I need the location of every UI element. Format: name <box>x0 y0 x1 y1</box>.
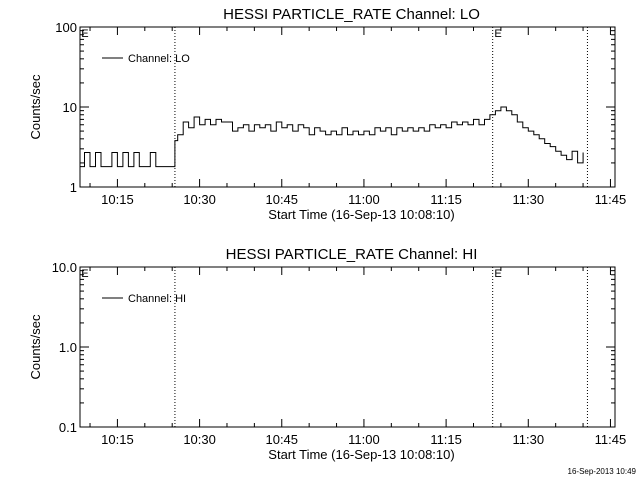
chart-title: HESSI PARTICLE_RATE Channel: HI <box>226 246 478 263</box>
x-axis-label: Start Time (16-Sep-13 10:08:10) <box>268 207 454 222</box>
y-axis-label: Counts/sec <box>28 74 43 140</box>
y-axis-label: Counts/sec <box>28 314 43 380</box>
x-tick-label: 11:15 <box>430 192 462 207</box>
panel-hi: HESSI PARTICLE_RATE Channel: HI 0.1 1.0 10.… <box>28 246 626 462</box>
x-tick-label: 11:45 <box>595 432 627 447</box>
event-marker: E <box>81 28 88 40</box>
series-line-channel-lo <box>80 106 584 168</box>
event-marker: E <box>494 28 501 40</box>
y-tick-label: 100 <box>55 20 77 35</box>
x-tick-label: 10:45 <box>265 192 298 207</box>
y-tick-label: 10 <box>63 100 77 115</box>
x-tick-label: 11:45 <box>595 192 627 207</box>
x-tick-label: 11:00 <box>348 192 380 207</box>
x-tick-label: 10:45 <box>265 432 298 447</box>
legend-label: Channel: LO <box>128 53 190 65</box>
y-tick-label: 0.1 <box>59 420 77 435</box>
x-tick-label: 11:30 <box>512 432 544 447</box>
x-tick-label: 10:15 <box>101 192 134 207</box>
y-tick-label: 10.0 <box>52 260 77 275</box>
panel-lo: HESSI PARTICLE_RATE Channel: LO 1 10 100 10:… <box>28 6 626 222</box>
chart-title: HESSI PARTICLE_RATE Channel: LO <box>223 6 480 23</box>
legend-label: Channel: HI <box>128 293 186 305</box>
x-tick-label: 11:00 <box>348 432 380 447</box>
plot-frame <box>79 266 616 428</box>
plot-frame <box>79 26 616 188</box>
x-tick-label: 10:15 <box>101 432 134 447</box>
x-axis-label: Start Time (16-Sep-13 10:08:10) <box>268 447 454 462</box>
footer-timestamp: 16-Sep-2013 10:49 <box>568 467 637 476</box>
x-tick-label: 10:30 <box>183 432 216 447</box>
x-tick-label: 10:30 <box>183 192 216 207</box>
y-tick-label: 1.0 <box>59 340 77 355</box>
y-tick-label: 1 <box>70 180 77 195</box>
x-tick-label: 11:30 <box>512 192 544 207</box>
x-tick-label: 11:15 <box>430 432 462 447</box>
event-marker: E <box>494 268 501 280</box>
event-marker: E <box>81 268 88 280</box>
